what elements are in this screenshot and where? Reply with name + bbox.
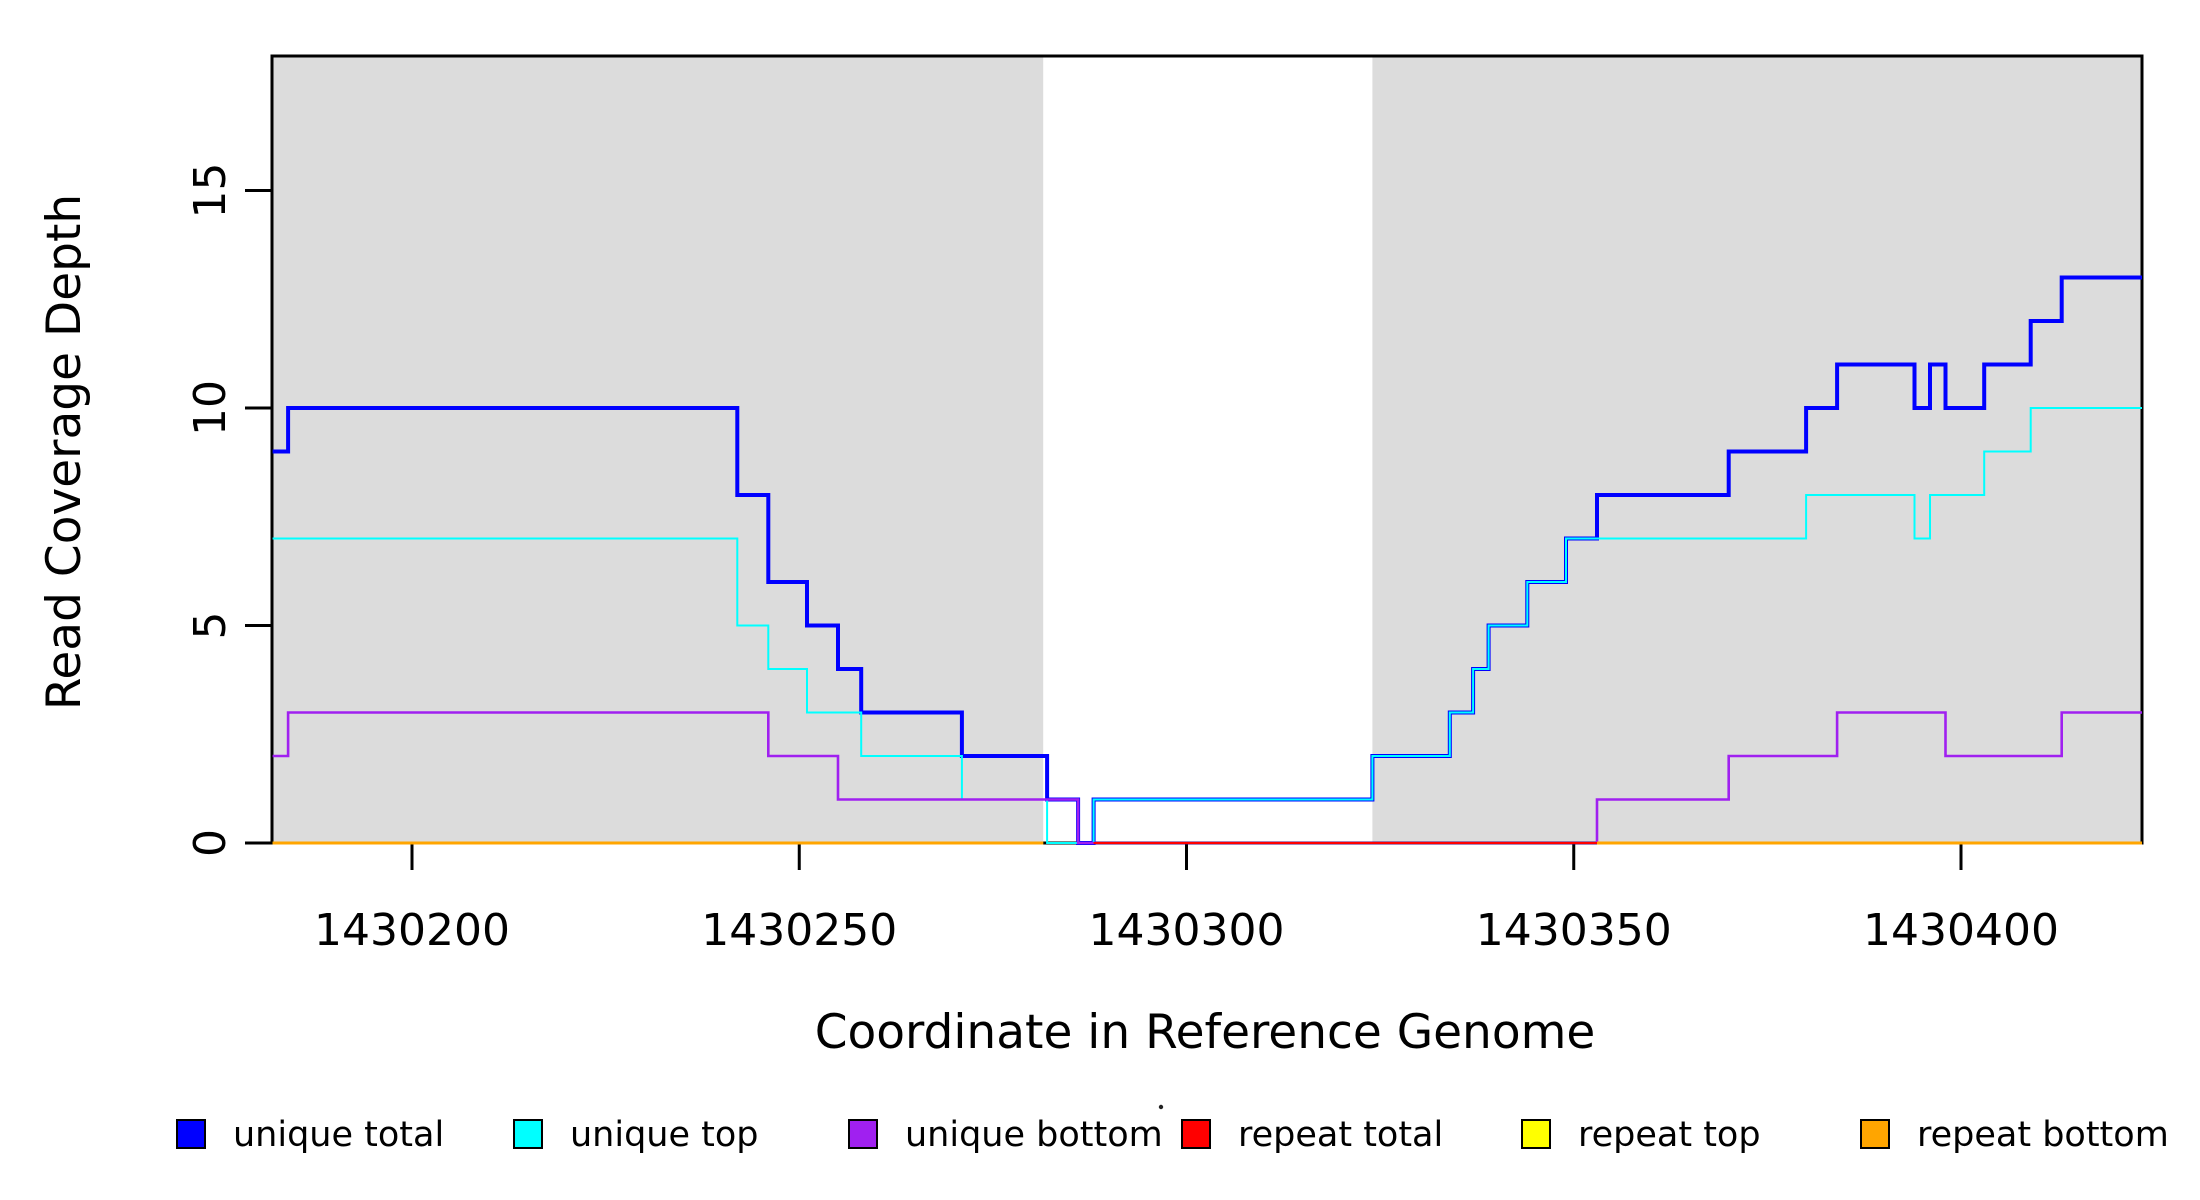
legend-swatch [1181, 1119, 1211, 1149]
legend-swatch [1521, 1119, 1551, 1149]
stray-dot [1158, 1104, 1164, 1110]
legend-swatch [176, 1119, 206, 1149]
legend-label: unique total [233, 1115, 444, 1155]
x-tick-label: 1430300 [1089, 905, 1285, 956]
legend-item-repeat-bottom: repeat bottom [1860, 1115, 2169, 1155]
legend-item-repeat-total: repeat total [1181, 1115, 1443, 1155]
axes-group: 1430200 1430250 1430300 1430350 1430400 0 5 10 1… [185, 54, 2144, 956]
legend-item-unique-total: unique total [176, 1115, 444, 1155]
y-tick-label: 0 [185, 829, 236, 857]
legend-item-repeat-top: repeat top [1521, 1115, 1761, 1155]
legend-swatch [848, 1119, 878, 1149]
legend-swatch [513, 1119, 543, 1149]
x-tick-label: 1430400 [1863, 905, 2059, 956]
x-tick-label: 1430200 [314, 905, 510, 956]
legend-label: repeat top [1578, 1115, 1761, 1155]
series-unique-bottom [272, 711, 2142, 845]
y-axis-title: Read Coverage Depth [37, 194, 92, 710]
x-axis-title: Coordinate in Reference Genome [815, 1005, 1596, 1060]
x-tick-label: 1430350 [1476, 905, 1672, 956]
series-group [272, 275, 2142, 845]
legend-swatch [1860, 1119, 1890, 1149]
x-tick-label: 1430250 [701, 905, 897, 956]
y-tick-label: 10 [185, 380, 236, 436]
legend-label: unique top [570, 1115, 759, 1155]
legend-label: repeat bottom [1917, 1115, 2169, 1155]
legend-item-unique-bottom: unique bottom [848, 1115, 1163, 1155]
legend-label: unique bottom [905, 1115, 1163, 1155]
shaded-regions-group [272, 56, 2142, 843]
legend-group: unique total unique top unique bottom repea… [176, 1104, 2169, 1155]
y-tick-label: 5 [185, 612, 236, 640]
legend-item-unique-top: unique top [513, 1115, 759, 1155]
y-tick-label: 15 [185, 163, 236, 219]
legend-label: repeat total [1238, 1115, 1443, 1155]
series-unique-top [272, 407, 2142, 844]
shaded-region [272, 56, 1044, 843]
